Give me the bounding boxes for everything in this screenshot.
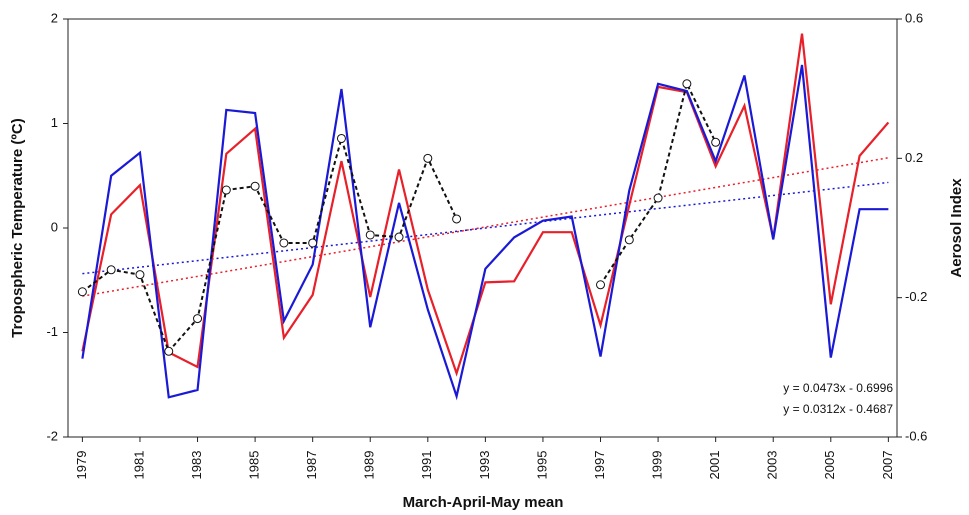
data-point [394, 232, 404, 242]
y-tick-label: 1 [51, 115, 58, 130]
data-point [365, 230, 375, 240]
trend-equation: y = 0.0473x - 0.6996 [783, 381, 893, 395]
data-point [279, 238, 289, 248]
x-tick-label: 1981 [131, 451, 146, 480]
x-tick-label: 2007 [880, 451, 895, 480]
y2-tick-label: -0.6 [905, 428, 927, 443]
x-tick-label: 2005 [822, 451, 837, 480]
x-tick-label: 1991 [419, 451, 434, 480]
series-line [81, 33, 890, 377]
x-tick-label: 1979 [74, 451, 89, 480]
data-point [653, 193, 663, 203]
y-tick-label: 0 [51, 219, 58, 234]
y-tick-label: -2 [46, 428, 58, 443]
trend-equation: y = 0.0312x - 0.4687 [783, 402, 893, 416]
y2-axis-label: Aerosol Index [948, 178, 965, 278]
data-point [250, 181, 260, 191]
data-point [221, 185, 231, 195]
x-tick-label: 1983 [189, 451, 204, 480]
data-point [77, 287, 87, 297]
data-point [135, 270, 145, 280]
data-point [624, 235, 634, 245]
trend-line [82, 157, 889, 297]
trend-line [82, 181, 889, 275]
x-tick-label: 1987 [304, 451, 319, 480]
x-tick-label: 1993 [477, 451, 492, 480]
y-axis-label: Tropospheric Temperature (ºC) [9, 118, 26, 337]
series-line [81, 80, 717, 354]
data-point [452, 214, 462, 224]
x-tick-label: 1989 [362, 451, 377, 480]
y2-tick-label: -0.2 [905, 289, 927, 304]
x-tick-label: 1995 [534, 451, 549, 480]
y-tick-label: 2 [51, 10, 58, 25]
series-line [81, 64, 889, 401]
x-tick-label: 2003 [765, 451, 780, 480]
y2-tick-label: 0.2 [905, 150, 923, 165]
data-point [711, 137, 721, 147]
data-point [106, 265, 116, 275]
x-tick-label: 2001 [707, 451, 722, 480]
x-tick-label: 1997 [592, 451, 607, 480]
data-point [596, 280, 606, 290]
y-tick-label: -1 [46, 324, 58, 339]
y2-tick-label: 0.6 [905, 10, 923, 25]
x-tick-label: 1985 [247, 451, 262, 480]
data-point [164, 346, 174, 356]
data-point [336, 133, 346, 143]
x-tick-label: 1999 [650, 451, 665, 480]
data-point [193, 314, 203, 324]
data-point [423, 153, 433, 163]
x-axis-label: March-April-May mean [403, 494, 564, 511]
data-point [682, 79, 692, 89]
data-point [308, 238, 318, 248]
